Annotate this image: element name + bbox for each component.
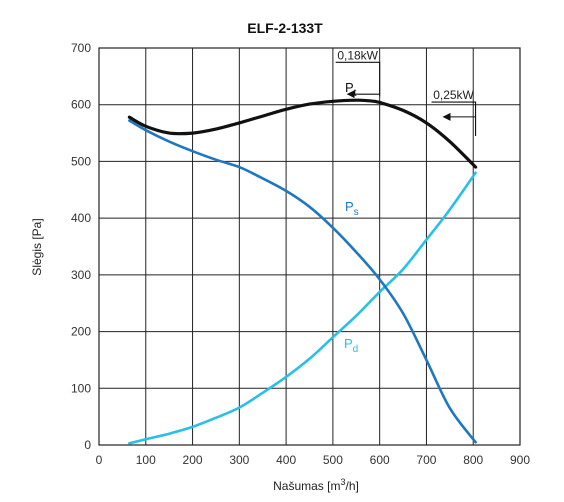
x-axis-label: Našumas [m3/h] bbox=[273, 477, 359, 493]
plot-frame bbox=[98, 47, 521, 446]
series-label-base: P bbox=[345, 199, 354, 214]
series-line-pd bbox=[128, 171, 477, 445]
series-label-base: P bbox=[344, 336, 353, 351]
x-axis-unit-base: [m bbox=[327, 479, 340, 493]
annotation-bracket bbox=[431, 101, 477, 137]
x-tick-label: 300 bbox=[229, 453, 249, 467]
series-label-base: P bbox=[345, 80, 354, 95]
y-tick-label: 500 bbox=[71, 154, 91, 168]
grid-lines bbox=[98, 47, 521, 446]
y-tick-label: 200 bbox=[71, 325, 91, 339]
y-tick-label: 300 bbox=[71, 268, 91, 282]
y-axis-label: Slėgis [Pa] bbox=[30, 218, 44, 275]
annotation-bracket bbox=[335, 61, 381, 97]
series-label-pd: Pd bbox=[344, 336, 358, 355]
tick-labels: 0 100 200 300 400 500 600 700 800 900 0 100 200 300 40… bbox=[71, 41, 530, 467]
x-tick-label: 600 bbox=[370, 453, 390, 467]
x-tick-label: 900 bbox=[510, 453, 530, 467]
x-axis-unit-sup: 3 bbox=[341, 477, 346, 487]
series-label-sub: d bbox=[353, 344, 359, 355]
x-tick-label: 100 bbox=[136, 453, 156, 467]
x-tick-label: 200 bbox=[183, 453, 203, 467]
annotation-label: 0,18kW bbox=[337, 48, 378, 62]
x-axis-unit-end: /h] bbox=[346, 479, 359, 493]
y-tick-label: 100 bbox=[71, 381, 91, 395]
series-label-sub: s bbox=[354, 207, 359, 218]
x-axis-label-text: Našumas bbox=[273, 479, 324, 493]
power-annotation: 0,25kW bbox=[431, 88, 477, 137]
x-tick-label: 700 bbox=[416, 453, 436, 467]
series-label-ps: Ps bbox=[345, 199, 359, 218]
y-tick-label: 700 bbox=[71, 41, 91, 55]
x-tick-label: 0 bbox=[96, 453, 103, 467]
series-line-pt bbox=[127, 98, 478, 169]
x-tick-label: 800 bbox=[463, 453, 483, 467]
chart-title: ELF-2-133T bbox=[247, 20, 323, 36]
y-tick-label: 600 bbox=[71, 98, 91, 112]
annotation-label: 0,25kW bbox=[433, 88, 474, 102]
series-lines bbox=[127, 98, 478, 445]
series-label-sub: t bbox=[354, 88, 357, 99]
x-tick-label: 400 bbox=[276, 453, 296, 467]
power-annotation: 0,18kW bbox=[335, 48, 381, 99]
y-tick-label: 400 bbox=[71, 211, 91, 225]
power-annotations: 0,18kW 0,25kW bbox=[335, 48, 477, 137]
y-tick-label: 0 bbox=[84, 438, 91, 452]
series-line-ps bbox=[128, 119, 477, 444]
series-label-pt: Pt bbox=[345, 80, 357, 99]
x-tick-label: 500 bbox=[323, 453, 343, 467]
